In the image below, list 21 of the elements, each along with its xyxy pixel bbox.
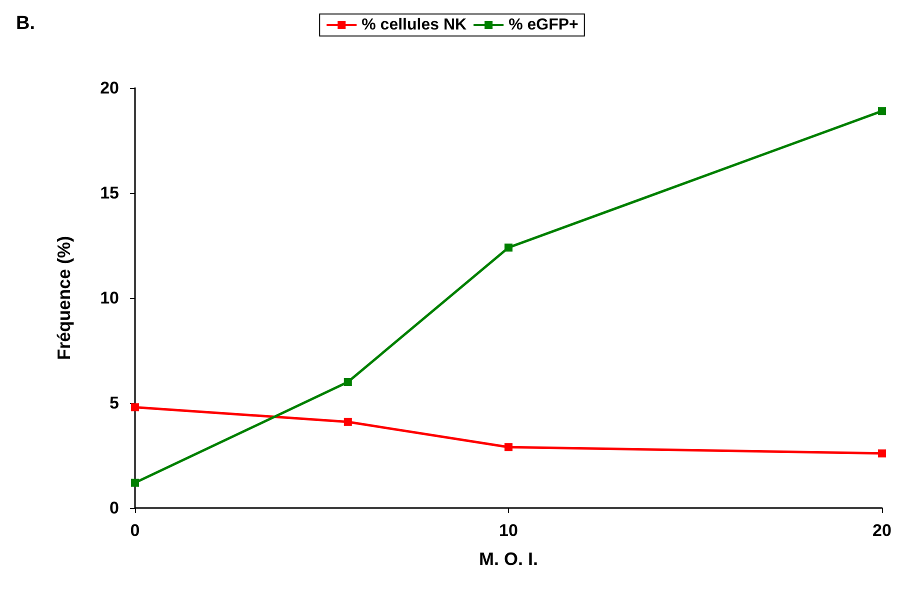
y-tick-label: 10 [100, 288, 119, 308]
point [504, 443, 512, 452]
text: B. [16, 13, 35, 34]
point [131, 403, 139, 412]
x-axis-title: M. O. I. [478, 549, 538, 569]
x-tick-label: 0 [130, 521, 140, 540]
point [344, 378, 352, 386]
point [504, 244, 512, 252]
y-tick-label: 20 [100, 78, 119, 98]
legend-label: % eGFP+ [508, 16, 578, 34]
point [344, 418, 352, 426]
y-tick-label: 0 [110, 498, 119, 518]
point [131, 478, 139, 487]
x-tick-label: 20 [872, 521, 892, 540]
point [878, 449, 886, 458]
y-tick-label: 15 [100, 184, 119, 202]
x-tick-label: 10 [499, 521, 518, 540]
y-axis-title: Fréquence (%) [54, 236, 74, 360]
point [878, 107, 886, 116]
y-tick-label: 5 [110, 394, 119, 412]
legend-label: % cellules NK [362, 16, 468, 34]
